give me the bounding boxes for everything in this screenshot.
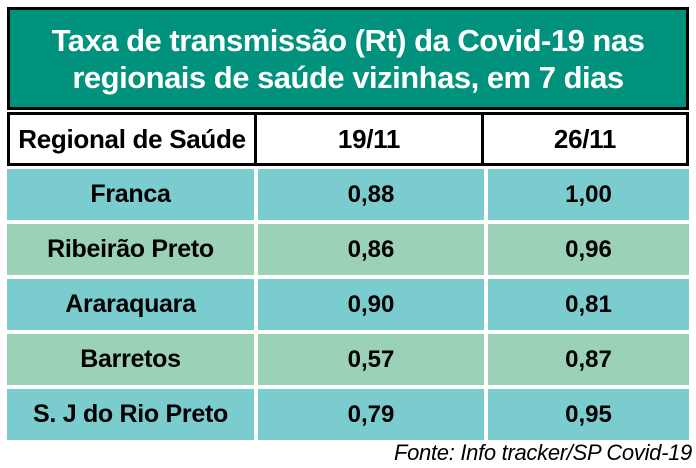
table-cell-rt-26-11: 0,81 [488,279,689,330]
page-title: Taxa de transmissão (Rt) da Covid-19 nas… [52,22,645,96]
table-cell-region: Araraquara [7,279,254,330]
page-title-line-1: Taxa de transmissão (Rt) da Covid-19 nas [51,22,645,58]
table-cell-region: S. J do Rio Preto [7,389,254,440]
table-cell-rt-19-11: 0,86 [258,224,484,275]
table-cell-rt-19-11: 0,90 [258,279,484,330]
page-title-line-2: regionais de saúde vizinhas, em 7 dias [72,59,624,95]
table-cell-region: Franca [7,169,254,220]
table-cell-rt-19-11: 0,88 [258,169,484,220]
column-header-region: Regional de Saúde [10,115,257,163]
table-cell-rt-19-11: 0,57 [258,334,484,385]
source-caption: Fonte: Info tracker/SP Covid-19 [393,440,692,465]
column-header-date-26-11: 26/11 [553,123,617,154]
table-cell-region: Ribeirão Preto [7,224,254,275]
table-cell-rt-26-11: 0,96 [488,224,689,275]
title-banner: Taxa de transmissão (Rt) da Covid-19 nas… [7,7,689,110]
column-header-date-19-11: 19/11 [257,115,484,163]
table-cell-region: Barretos [7,334,254,385]
table-cell-rt-26-11: 1,00 [488,169,689,220]
table-header-row: Regional de Saúde 19/11 26/11 [7,112,689,166]
table-cell-rt-26-11: 0,95 [488,389,689,440]
table-cell-rt-19-11: 0,79 [258,389,484,440]
table-cell-rt-26-11: 0,87 [488,334,689,385]
table-body: Franca 0,88 1,00 Ribeirão Preto 0,86 0,9… [7,169,689,440]
